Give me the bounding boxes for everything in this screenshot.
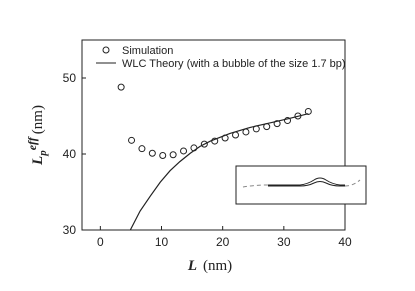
data-point bbox=[159, 152, 167, 160]
legend-label: Simulation bbox=[122, 45, 173, 57]
inset bbox=[235, 165, 367, 205]
data-point bbox=[128, 136, 136, 144]
x-tick-label: 30 bbox=[277, 235, 291, 249]
x-tick-label: 20 bbox=[216, 235, 230, 249]
data-point bbox=[273, 120, 281, 128]
legend-marker bbox=[102, 46, 110, 54]
x-tick-label: 10 bbox=[155, 235, 169, 249]
x-tick-label: 0 bbox=[97, 235, 104, 249]
data-point bbox=[284, 117, 292, 125]
x-tick-label: 40 bbox=[338, 235, 352, 249]
data-point bbox=[304, 107, 312, 115]
y-label-symbol: L bbox=[30, 156, 46, 166]
y-tick-label: 30 bbox=[63, 223, 77, 237]
x-label-unit: (nm) bbox=[203, 258, 232, 274]
data-point bbox=[117, 83, 125, 91]
y-label-sup: eff bbox=[25, 136, 39, 150]
data-point bbox=[148, 149, 156, 157]
inset-strand-bottom bbox=[268, 181, 345, 187]
y-tick-label: 40 bbox=[63, 147, 77, 161]
x-label-symbol: L bbox=[187, 258, 197, 274]
inset-dashed-left bbox=[242, 184, 269, 188]
data-point bbox=[138, 145, 146, 153]
data-point bbox=[180, 147, 188, 155]
data-point bbox=[200, 140, 208, 148]
plot-frame bbox=[81, 39, 346, 231]
y-label-unit: (nm) bbox=[30, 105, 46, 134]
inset-dashed-right bbox=[344, 179, 361, 187]
y-tick-label: 50 bbox=[63, 71, 77, 85]
y-label-sub: p bbox=[37, 150, 49, 157]
data-point bbox=[169, 151, 177, 159]
y-axis-label: Lpeff (nm) bbox=[25, 105, 49, 166]
theory-line bbox=[129, 113, 309, 231]
x-axis-label: L (nm) bbox=[187, 258, 232, 274]
inset-strand-top bbox=[268, 177, 345, 186]
legend-label: WLC Theory (with a bubble of the size 1.… bbox=[122, 58, 346, 70]
